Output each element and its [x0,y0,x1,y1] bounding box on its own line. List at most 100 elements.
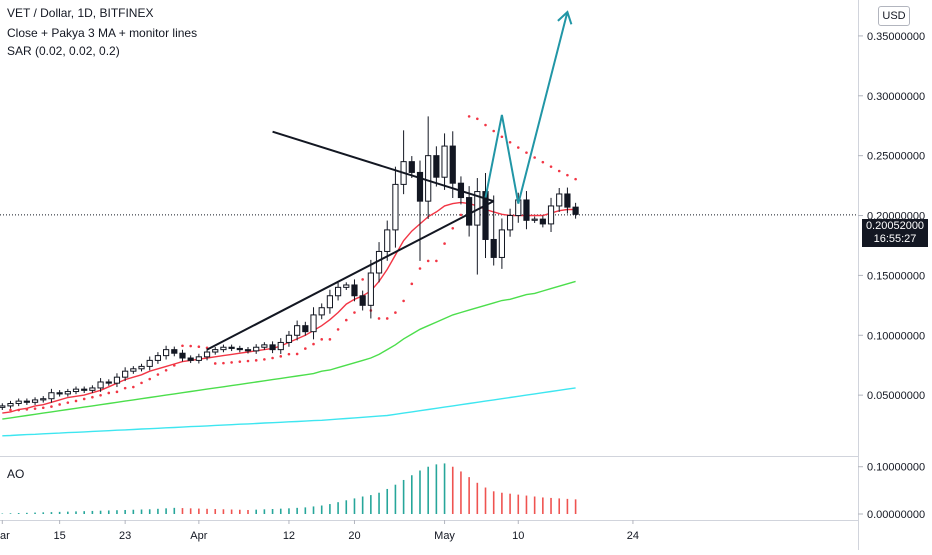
candle-body [547,205,555,225]
price-tick-label: 0.10000000 [867,330,925,342]
candle [416,160,424,261]
price-tick-label: 0.35000000 [867,31,925,43]
time-tick-label: 24 [627,530,639,542]
candle [163,345,170,360]
sar-dot [287,352,291,356]
candle [97,378,104,392]
time-tick-label: May [434,530,455,542]
candle [523,191,530,230]
ma-indicator-label[interactable]: Close + Pakya 3 MA + monitor lines [7,26,198,40]
candle [15,398,22,407]
projection-arrowhead [557,10,573,25]
ao-indicator-label[interactable]: AO [7,467,25,481]
sar-dot [279,355,283,358]
sar-dot [41,406,45,410]
sar-dot [385,317,389,320]
sar-dot [132,385,135,389]
sar-dot [99,393,102,397]
sar-dot [484,123,487,127]
bar-countdown-label: 16:55:27 [862,232,928,247]
trend-drawings [206,10,573,351]
candle-body [89,387,96,391]
candle-body [310,314,317,333]
candle-body [203,351,211,358]
candle-body [277,341,284,351]
candle [482,173,489,259]
candle [556,187,563,212]
candle-body [294,325,301,336]
sar-dot [156,373,160,376]
sar-dot [459,213,463,217]
candle-body [261,344,268,348]
candle-body [334,286,342,297]
time-tick-label: Apr [190,530,207,542]
candle-body [40,398,47,401]
candle-body [425,155,432,202]
ao-tick-label: 0.00000000 [867,509,925,521]
sar-dot [410,282,414,286]
sar-dot [213,362,217,365]
candle-body [498,229,505,258]
candle-body [228,346,235,349]
sar-dot [17,408,20,412]
candle [146,356,153,371]
sar-dot [402,299,405,303]
candle-body [0,405,6,408]
price-tick-label: 0.30000000 [867,91,925,103]
candle [203,348,211,361]
candle [531,216,538,223]
sar-dot [500,135,504,139]
candle [498,218,505,269]
sar-dot [148,377,152,381]
sar-dot [566,173,569,177]
sar-dot [66,401,70,404]
time-tick-label: 15 [54,530,66,542]
projection-path [484,11,569,204]
candle-body [220,346,227,351]
candle [539,215,546,228]
sar-dot [312,342,315,346]
candle-body [7,403,14,407]
sar-dot [361,278,364,281]
sar-dot [353,311,356,314]
candle [154,352,162,364]
sar-indicator-label[interactable]: SAR (0.02, 0.02, 0.2) [7,44,120,58]
candle [171,346,178,357]
sar-dot [533,156,536,159]
sar-dot [525,151,528,154]
sar-dot [164,368,168,372]
candle-body [539,218,546,225]
time-tick-label: 10 [512,530,524,542]
candle [408,156,415,178]
currency-button[interactable]: USD [878,6,910,26]
candle [179,349,186,362]
sar-dot [91,395,94,399]
sar-dot [377,317,381,320]
parabolic-sar-dots [9,115,577,412]
candle [130,366,137,374]
ao-tick-label: 0.10000000 [867,462,925,474]
candle [392,166,399,248]
candle-body [302,325,309,333]
candle [474,178,481,275]
sar-dot [82,397,86,401]
candle [343,282,350,291]
candle-body [359,295,366,306]
candle [294,320,301,341]
candle-body [564,193,571,208]
candle [572,202,579,219]
sar-dot [476,117,479,121]
candle-body [138,365,145,370]
candle [433,146,440,187]
candle-body [269,344,276,351]
price-tick-label: 0.15000000 [867,270,925,282]
candle [269,341,276,354]
candle-body [179,352,186,359]
sar-dot [230,361,233,364]
candle [138,363,145,372]
sar-dot [254,359,258,362]
candle [277,338,284,354]
time-tick-label: 23 [119,530,131,542]
